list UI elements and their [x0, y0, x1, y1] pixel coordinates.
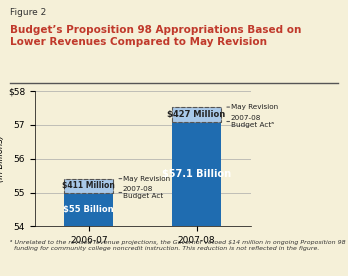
- Bar: [64, 192, 113, 226]
- Text: Figure 2: Figure 2: [10, 8, 47, 17]
- Bar: [172, 121, 221, 226]
- Text: $57.1 Billion: $57.1 Billion: [162, 169, 231, 179]
- Text: 2007-08
Budget Act: 2007-08 Budget Act: [123, 186, 163, 199]
- Text: Budget’s Proposition 98 Appropriations Based on
Lower Revenues Compared to May R: Budget’s Proposition 98 Appropriations B…: [10, 25, 302, 47]
- Text: $411 Million: $411 Million: [62, 181, 115, 190]
- Text: 2007-08
Budget Actᵃ: 2007-08 Budget Actᵃ: [231, 115, 274, 128]
- Y-axis label: (In Billions): (In Billions): [0, 135, 5, 182]
- Text: $427 Million: $427 Million: [167, 110, 226, 119]
- Bar: [64, 179, 113, 193]
- Text: May Revision: May Revision: [231, 104, 278, 110]
- Bar: [172, 107, 221, 121]
- Text: $55 Billion: $55 Billion: [63, 205, 114, 214]
- Bar: [64, 179, 113, 193]
- Text: May Revision: May Revision: [123, 176, 170, 182]
- Text: ᵃ Unrelated to the revised revenue projections, the Governor vetoed $14 million : ᵃ Unrelated to the revised revenue proje…: [10, 240, 346, 251]
- Bar: [172, 107, 221, 121]
